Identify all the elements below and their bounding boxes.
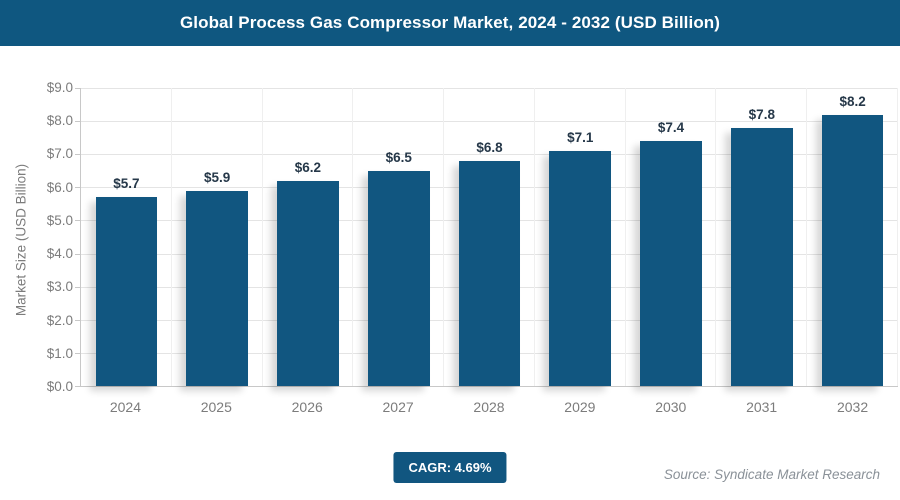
bar-group: $8.2	[807, 88, 898, 386]
y-tick-mark	[75, 154, 81, 156]
v-gridline	[624, 88, 626, 386]
y-tick-mark	[75, 286, 81, 288]
bar-group: $6.8	[444, 88, 535, 386]
y-axis-tick-label: $9.0	[46, 80, 73, 95]
y-axis-tick-label: $0.0	[46, 379, 73, 394]
y-tick-mark	[75, 88, 81, 89]
x-axis-tick-label: 2027	[382, 399, 414, 415]
bar-group: $7.4	[626, 88, 717, 386]
bar	[367, 170, 430, 386]
v-gridline	[806, 88, 808, 386]
y-tick-mark	[75, 220, 81, 222]
y-axis: $0.0 $1.0 $2.0 $3.0 $4.0 $5.0 $6.0 $7.0 $8.0 $9.0	[0, 80, 73, 394]
y-axis-tick-label: $8.0	[46, 113, 73, 129]
cagr-badge: CAGR: 4.69%	[393, 452, 507, 483]
v-gridline	[443, 88, 445, 386]
v-gridline	[352, 88, 354, 386]
bar	[186, 190, 248, 386]
h-gridline	[81, 121, 898, 123]
page-title: Global Process Gas Compressor Market, 20…	[179, 13, 721, 32]
x-axis: 2024 2025 2026 2027 2028 2029 2030 2031 2032	[80, 398, 898, 416]
y-axis-tick-label: $7.0	[46, 146, 73, 162]
y-tick-mark	[75, 121, 81, 123]
y-axis-tick-label: $3.0	[46, 279, 73, 295]
v-gridline	[261, 88, 263, 386]
v-gridline	[897, 88, 898, 386]
y-axis-tick-label: $6.0	[46, 179, 73, 195]
x-axis-tick-label: 2032	[836, 399, 869, 415]
bar-value-label: $6.2	[294, 159, 322, 175]
y-tick-mark	[75, 253, 81, 255]
bar	[549, 150, 612, 386]
h-gridline	[81, 88, 898, 89]
y-tick-mark	[75, 352, 81, 354]
y-tick-mark	[75, 187, 81, 189]
x-axis-tick-label: 2025	[200, 399, 232, 415]
bar-value-label: $8.2	[839, 93, 866, 109]
bar-value-label: $6.5	[385, 149, 412, 165]
x-axis-tick-label: 2031	[746, 399, 778, 415]
bar	[95, 197, 158, 386]
y-axis-tick-label: $5.0	[46, 212, 73, 228]
bar-group: $6.5	[353, 88, 444, 386]
bar-value-label: $7.1	[567, 129, 594, 145]
x-axis-tick-label: 2029	[564, 399, 596, 415]
y-axis-tick-label: $2.0	[46, 312, 73, 328]
bar-value-label: $6.8	[476, 139, 503, 155]
bar-value-label: $7.4	[657, 119, 685, 135]
y-tick-mark	[75, 319, 81, 321]
bar-value-label: $5.7	[113, 176, 140, 192]
bar-group: $5.9	[172, 88, 263, 386]
v-gridline	[533, 88, 535, 386]
h-gridline	[81, 154, 898, 156]
bar-group: $5.7	[81, 88, 172, 386]
bar-group: $7.8	[716, 88, 807, 386]
bar	[458, 160, 521, 386]
x-axis-tick-label: 2028	[473, 399, 505, 415]
bar-value-label: $5.9	[204, 169, 231, 185]
bar-value-label: $7.8	[748, 106, 775, 122]
v-gridline	[715, 88, 717, 386]
y-axis-tick-label: $4.0	[46, 246, 73, 262]
bar-group: $6.2	[263, 88, 354, 386]
x-axis-tick-label: 2024	[109, 399, 142, 415]
y-axis-tick-label: $1.0	[46, 345, 73, 361]
bar-group: $7.1	[535, 88, 626, 386]
x-axis-tick-label: 2026	[291, 399, 323, 415]
bar	[640, 140, 702, 386]
bar	[821, 114, 884, 386]
title-bar: Global Process Gas Compressor Market, 20…	[0, 0, 900, 46]
plot-area: $5.7 $5.9 $6.2 $6.5 $6.8 $7.1 $7.4 $7.8 $8.2	[75, 88, 898, 387]
bar	[277, 180, 339, 386]
x-axis-tick-label: 2030	[655, 399, 687, 415]
y-tick-mark	[75, 386, 81, 387]
source-credit: Source: Syndicate Market Research	[663, 467, 880, 482]
bar	[730, 127, 793, 386]
v-gridline	[170, 88, 172, 386]
